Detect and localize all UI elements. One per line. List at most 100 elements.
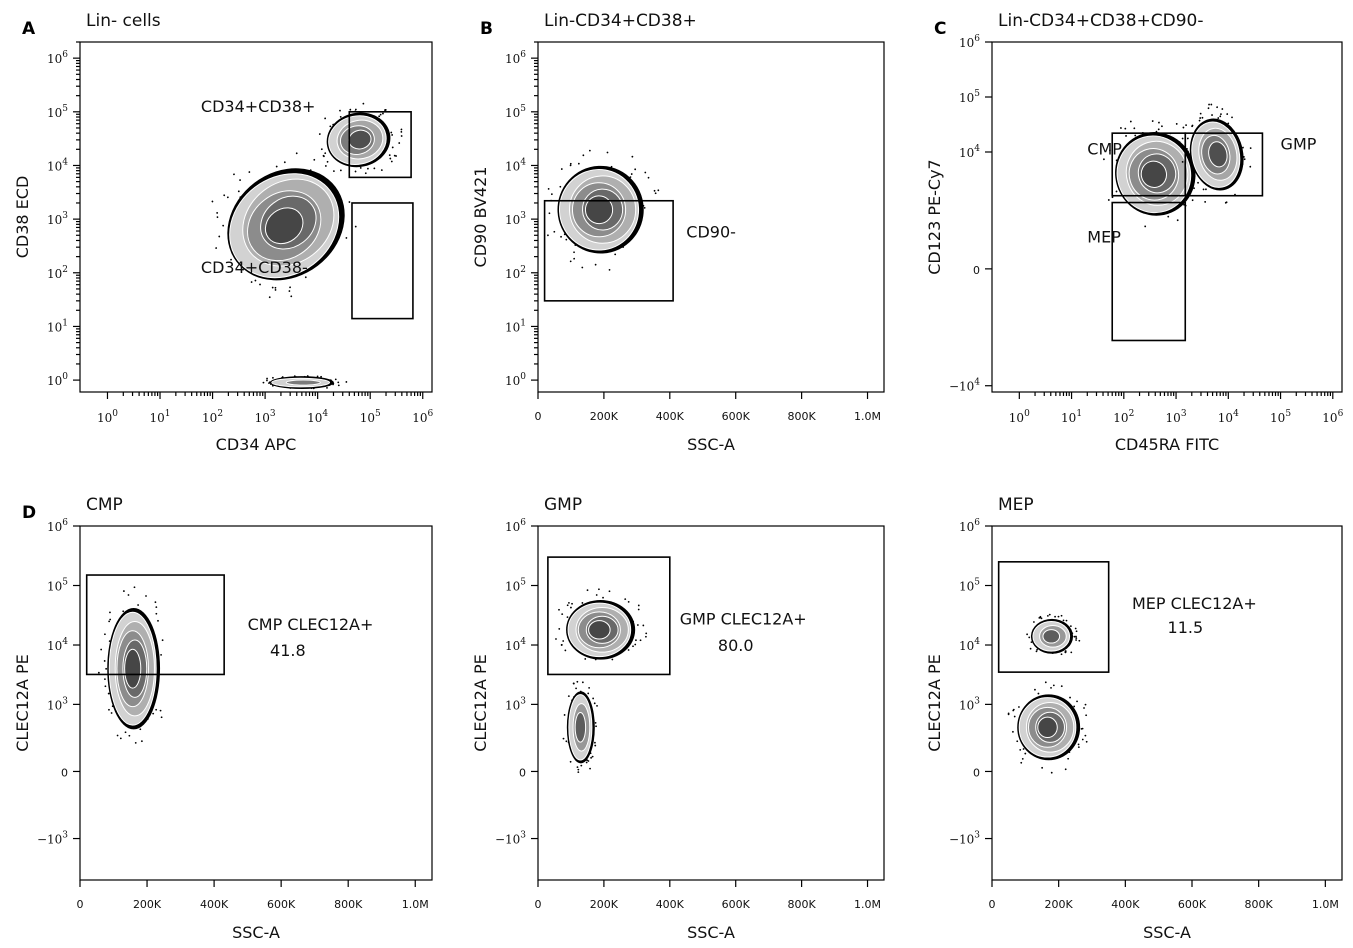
event-dot [124, 731, 127, 734]
panel-title: MEP [998, 495, 1034, 515]
event-dot [1021, 757, 1024, 760]
panel-letter: B [480, 19, 493, 39]
y-tick-label: 103 [47, 696, 68, 712]
event-dot [216, 216, 219, 219]
x-tick-label: 800K [788, 410, 817, 423]
panel-D2: GMP CLEC12A+ 80.0 0 200K 400K 600K 800K 1.0M −10… [471, 495, 885, 942]
event-dot [1075, 635, 1077, 638]
event-dot [1185, 124, 1187, 127]
event-dot [1211, 114, 1213, 116]
event-dot [606, 151, 609, 154]
gate-percentage: 80.0 [718, 636, 754, 655]
event-dot [1065, 619, 1068, 622]
event-dot [237, 190, 240, 193]
event-dot [116, 734, 119, 737]
event-dot [1033, 621, 1035, 623]
event-dot [566, 616, 569, 619]
event-dot [1035, 650, 1038, 653]
density-plot [1007, 613, 1088, 774]
event-dot [560, 235, 562, 238]
event-dot [547, 234, 549, 237]
event-dot [1081, 738, 1084, 741]
event-dot [398, 142, 401, 144]
event-dot [1134, 134, 1137, 137]
event-dot [133, 586, 136, 589]
population-blob [211, 148, 357, 299]
event-dot [1204, 201, 1207, 203]
event-dot [391, 146, 394, 149]
event-dot [1076, 700, 1078, 703]
event-dot [1069, 696, 1071, 699]
event-dot [1054, 615, 1056, 618]
event-dot [233, 173, 235, 176]
population-blob [1026, 613, 1081, 656]
event-dot [569, 260, 572, 263]
x-tick-label: 400K [1111, 898, 1140, 911]
event-dot [631, 155, 634, 158]
event-dot [332, 170, 335, 173]
event-dot [266, 377, 268, 380]
event-dot [630, 173, 633, 175]
panel-title: Lin- cells [86, 11, 161, 31]
event-dot [109, 611, 111, 614]
event-dot [108, 620, 111, 623]
event-dot [1067, 757, 1070, 760]
y-tick-label: 104 [505, 157, 526, 173]
event-dot [104, 678, 106, 681]
event-dot [324, 165, 327, 167]
event-dot [642, 624, 645, 627]
event-dot [588, 149, 591, 152]
event-dot [320, 375, 322, 378]
event-dot [339, 109, 341, 112]
event-dot [588, 686, 591, 689]
event-dot [127, 594, 130, 596]
event-dot [119, 737, 122, 740]
event-dot [104, 685, 107, 688]
gate-label: GMP CLEC12A+ [680, 610, 807, 629]
event-dot [140, 740, 143, 743]
panel-B: CD90- 0 200K 400K 600K 800K 1.0M 100 101 102 103 10… [471, 11, 885, 454]
event-dot [109, 618, 112, 621]
event-dot [1026, 633, 1029, 636]
event-dot [373, 167, 376, 170]
event-dot [1124, 127, 1127, 130]
panel-letter: C [934, 19, 946, 39]
event-dot [634, 168, 637, 171]
event-dot [230, 258, 232, 261]
event-dot [1210, 103, 1213, 106]
x-axis-label: SSC-A [687, 435, 735, 454]
event-dot [598, 588, 600, 591]
gate-box [348, 111, 412, 179]
y-tick-label: 100 [505, 372, 526, 388]
event-dot [562, 737, 565, 740]
gate-label: MEP CLEC12A+ [1132, 594, 1257, 613]
event-dot [1158, 121, 1160, 124]
event-dot [155, 612, 158, 615]
contour-level [1140, 160, 1168, 188]
event-dot [586, 589, 589, 592]
event-dot [1205, 188, 1207, 191]
event-dot [339, 115, 342, 118]
x-axis-label: SSC-A [687, 923, 735, 942]
event-dot [218, 235, 221, 238]
event-dot [348, 201, 351, 203]
event-dot [567, 695, 570, 698]
event-dot [576, 766, 579, 769]
y-tick-label: 101 [505, 318, 526, 334]
event-dot [560, 168, 563, 170]
event-dot [1120, 127, 1122, 129]
event-dot [318, 133, 321, 135]
event-dot [211, 200, 214, 203]
event-dot [107, 692, 110, 695]
event-dot [262, 381, 265, 384]
y-tick-label: 105 [959, 89, 980, 105]
plot-frame [537, 41, 885, 393]
event-dot [390, 131, 393, 134]
event-dot [550, 193, 553, 196]
event-dot [571, 602, 573, 605]
event-dot [584, 658, 587, 660]
event-dot [1060, 614, 1063, 617]
event-dot [1077, 746, 1080, 749]
population-blob [555, 588, 648, 661]
event-dot [591, 755, 594, 758]
